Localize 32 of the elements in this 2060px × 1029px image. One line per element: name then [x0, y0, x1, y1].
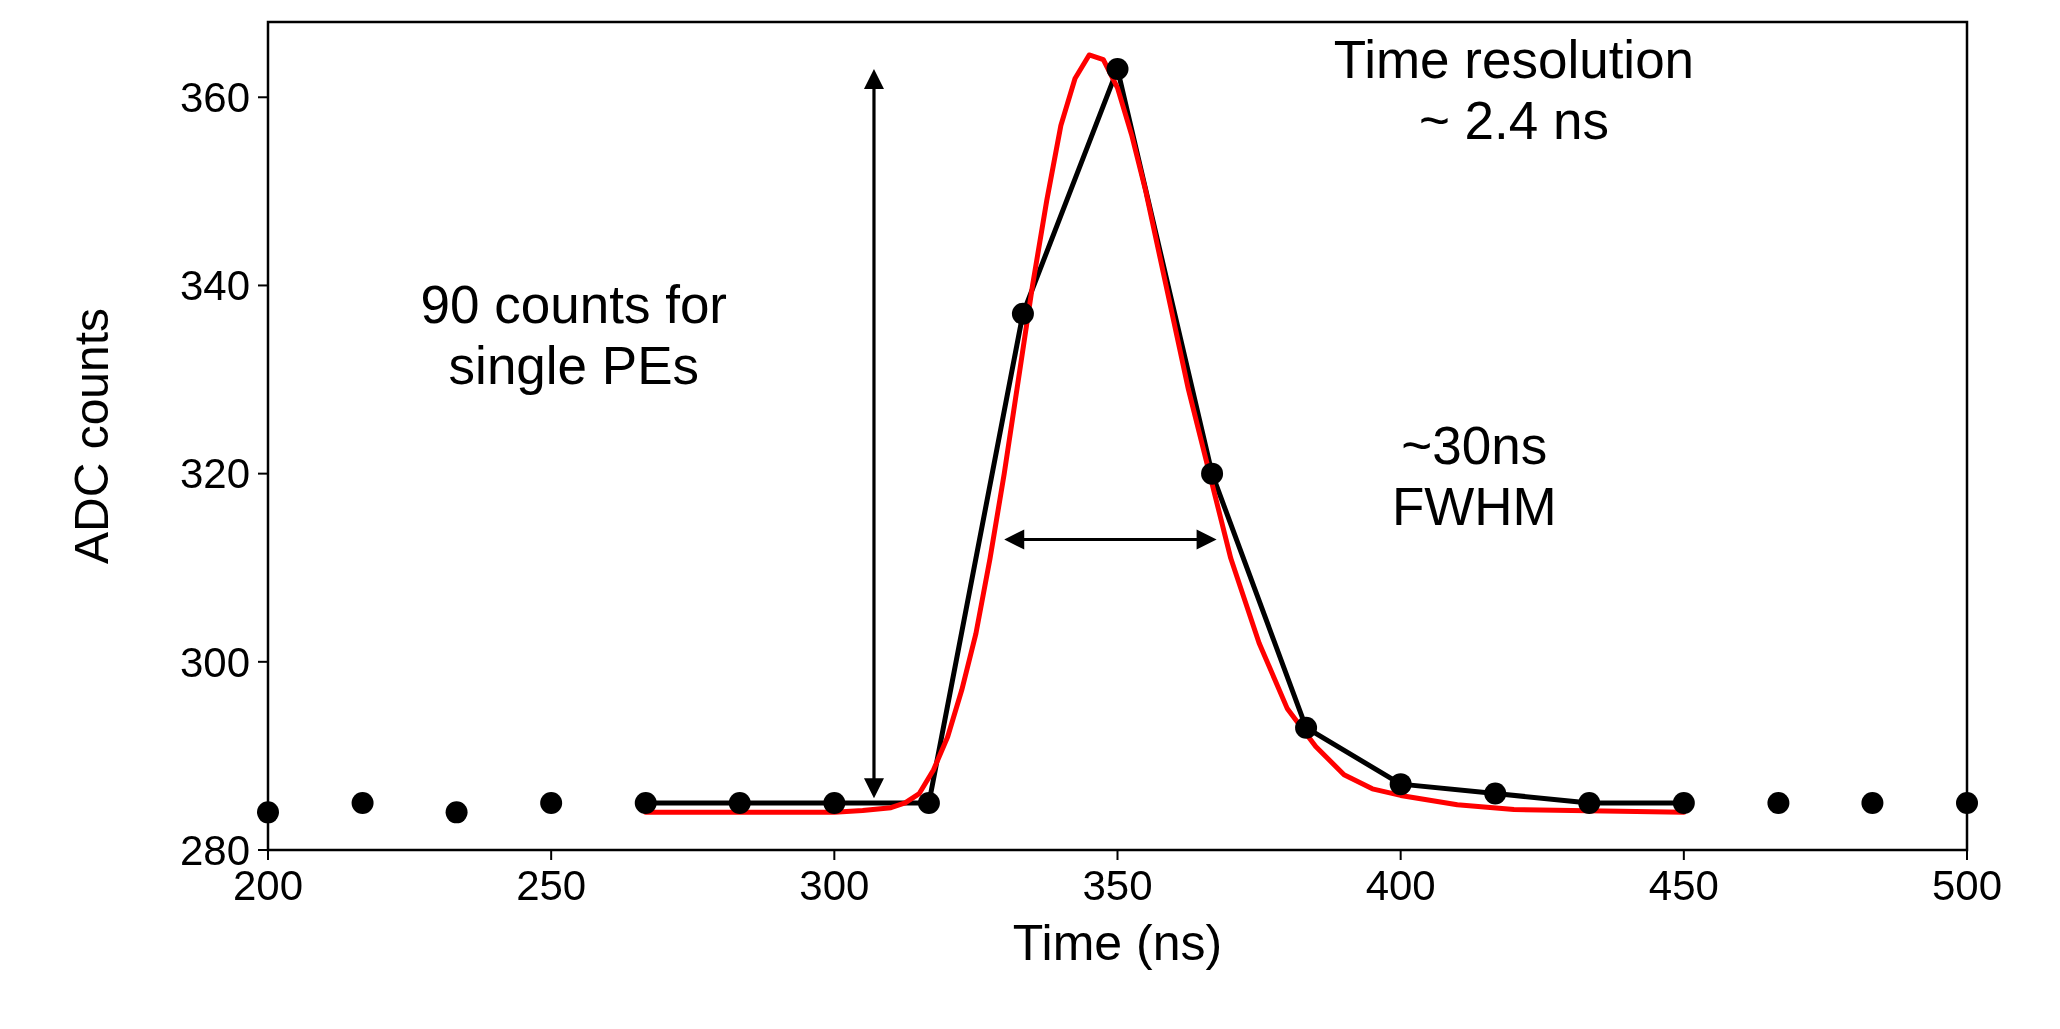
annotation: Time resolution ~ 2.4 ns — [1333, 30, 1695, 151]
annotation: 90 counts for single PEs — [420, 275, 728, 396]
point — [823, 791, 846, 814]
y-tick-label: 360 — [179, 73, 250, 121]
x-axis-title: Time (ns) — [1012, 915, 1223, 971]
point — [1201, 462, 1224, 485]
point — [1011, 302, 1034, 325]
point — [1106, 58, 1129, 81]
x-tick-label: 350 — [1082, 862, 1153, 909]
point — [1295, 716, 1318, 739]
x-tick-label: 500 — [1931, 862, 2003, 909]
x-tick-label: 450 — [1648, 862, 1719, 909]
point — [1389, 773, 1412, 796]
x-tick-label: 300 — [799, 862, 870, 909]
y-tick-label: 340 — [179, 262, 250, 310]
y-tick-label: 320 — [179, 450, 250, 498]
x-tick-label: 400 — [1365, 862, 1436, 909]
point — [1861, 791, 1884, 814]
point — [1672, 791, 1695, 814]
point — [1484, 782, 1507, 805]
annotation: ~30ns FWHM — [1391, 416, 1557, 537]
y-axis-title: ADC counts — [65, 307, 118, 565]
y-tick-label: 300 — [179, 638, 250, 686]
point — [917, 791, 940, 814]
point — [445, 801, 468, 824]
point — [634, 791, 657, 814]
point — [1767, 791, 1790, 814]
x-tick-label: 250 — [516, 862, 587, 909]
point — [1578, 791, 1601, 814]
point — [540, 791, 563, 814]
point — [728, 791, 751, 814]
point — [351, 791, 374, 814]
